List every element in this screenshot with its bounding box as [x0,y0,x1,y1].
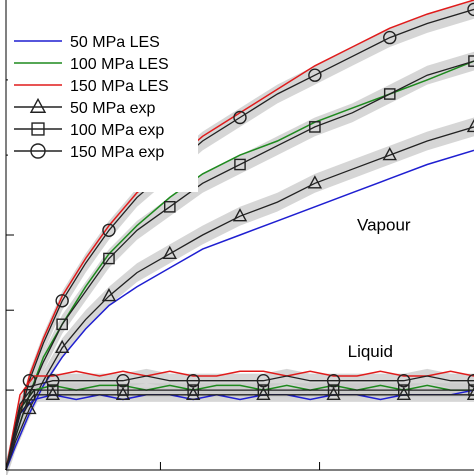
vapour-50-mpa-exp-point [54,339,70,353]
vapour-100-mpa-les-line [5,60,474,471]
legend-marker-square [31,122,45,136]
annotation-liquid: Liquid [348,342,393,361]
vapour-100-mpa-exp-point [163,200,176,213]
vapour-100-mpa-exp-point [234,158,246,171]
liquid-100-mpa-exp-point [187,384,200,396]
vapour-50-mpa-exp-point [101,288,117,302]
vapour-150-mpa-exp-point [233,110,247,125]
liquid-50-mpa-exp-point [45,386,60,400]
vapour-150-mpa-exp-point [467,2,474,17]
vapour-150-mpa-exp-point [22,374,37,388]
liquid-150-mpa-exp-point [326,374,341,388]
liquid-150-mpa-exp-point [467,374,474,388]
vapour-100-mpa-exp-point [383,88,396,100]
liquid-150-mpa-exp-point [186,374,200,388]
liquid-50-mpa-exp-point [186,386,201,400]
liquid-50-mpa-les-line [5,389,474,471]
series-lines [5,0,474,471]
liquid-100-mpa-les-line [5,384,474,471]
vapour-50-mpa-exp-point [307,175,323,189]
vapour-100-mpa-exp-point [103,252,115,265]
vapour-50-mpa-exp-band [6,117,474,475]
liquid-50-mpa-exp-point [256,386,271,400]
vapour-100-mpa-exp-point [23,389,36,401]
legend-label: 50 MPa LES [70,34,160,51]
liquid-100-mpa-exp-point [257,384,270,396]
liquid-150-mpa-exp-point [256,374,271,388]
legend-label: 150 MPa exp [70,144,164,161]
vapour-100-mpa-exp-line [5,60,474,471]
liquid-150-mpa-exp-line [5,375,474,471]
legend-marker-circle [30,143,46,159]
liquid-50-mpa-exp-point [326,386,341,400]
liquid-100-mpa-exp-point [327,384,340,396]
liquid-100-mpa-exp-point [47,384,59,396]
liquid-150-mpa-exp-band [6,368,474,475]
liquid-50-mpa-exp-point [466,386,474,400]
legend-entry-150-mpa-exp: 150 MPa exp [14,143,164,161]
vapour-50-mpa-exp-point [466,118,474,133]
liquid-100-mpa-exp-line [5,389,474,471]
vapour-100-mpa-exp-band [6,51,474,475]
liquid-50-mpa-exp-band [6,387,474,475]
series-markers [22,2,474,415]
vapour-150-mpa-exp-point [55,294,69,308]
vapour-50-mpa-exp-point [162,245,177,259]
liquid-50-mpa-exp-point [115,386,131,400]
liquid-50-mpa-exp-line [5,394,474,471]
legend-label: 100 MPa exp [70,122,164,139]
vapour-100-mpa-exp-point [309,121,321,133]
vapour-150-mpa-exp-point [308,68,322,82]
liquid-100-mpa-exp-point [398,384,410,396]
legend-label: 100 MPa LES [70,56,169,73]
liquid-150-mpa-exp-point [116,374,130,388]
vapour-50-mpa-exp-point [232,208,248,222]
legend-entry-50-mpa-exp: 50 MPa exp [14,97,155,117]
legend-label: 150 MPa LES [70,78,169,95]
legend-marker-triangle [29,97,47,113]
legend-entry-50-mpa-les: 50 MPa LES [14,34,160,51]
vapour-50-mpa-exp-point [382,147,397,161]
axes [5,0,474,471]
annotation-vapour: Vapour [357,215,411,234]
liquid-100-mpa-exp-point [117,384,129,396]
vapour-150-mpa-exp-point [383,30,397,45]
legend-label: 50 MPa exp [70,100,155,117]
confidence-bands [6,0,474,475]
legend-background [8,24,198,192]
legend: 50 MPa LES 100 MPa LES 150 MPa LES 50 MPa e… [8,24,198,192]
liquid-150-mpa-les-line [5,370,474,471]
liquid-150-mpa-exp-point [397,374,411,388]
vapour-50-mpa-exp-point [22,400,37,415]
liquid-150-mpa-exp-point [46,374,60,388]
legend-entry-100-mpa-les: 100 MPa LES [14,56,169,73]
liquid-50-mpa-exp-point [396,386,411,400]
vapour-150-mpa-exp-band [6,0,474,475]
legend-entry-100-mpa-exp: 100 MPa exp [14,122,164,139]
vapour-150-mpa-exp-point [102,223,116,238]
vapour-100-mpa-exp-point [56,318,68,331]
legend-entry-150-mpa-les: 150 MPa LES [14,78,169,95]
